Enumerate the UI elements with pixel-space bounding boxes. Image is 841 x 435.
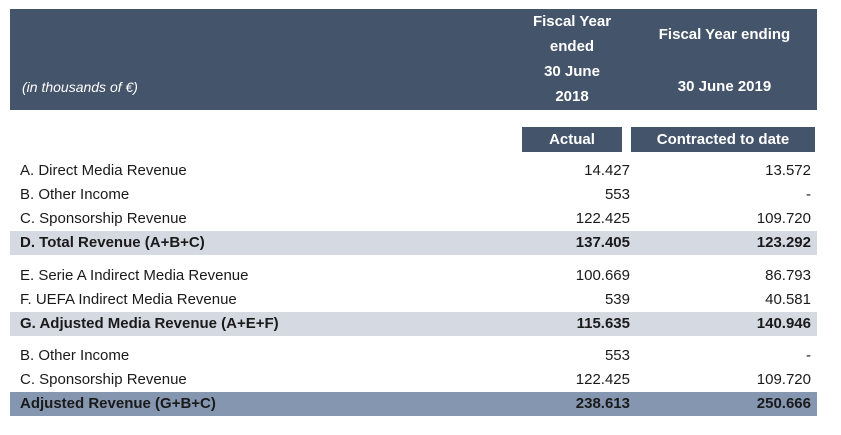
row-value-actual: 100.669: [575, 267, 630, 284]
table-row: C. Sponsorship Revenue 122.425 109.720: [10, 207, 817, 231]
row-value-actual: 14.427: [584, 162, 630, 179]
column-header-fy2018-line: ended: [549, 38, 595, 55]
table-row: B. Other Income 553 -: [10, 183, 817, 207]
table-row: E. Serie A Indirect Media Revenue 100.66…: [10, 264, 817, 288]
row-value-actual: 238.613: [575, 395, 630, 412]
total-row: D. Total Revenue (A+B+C) 137.405 123.292: [10, 231, 817, 255]
row-label: B. Other Income: [20, 186, 130, 203]
row-value-contracted: -: [806, 186, 811, 203]
column-header-fy2019-bottom: 30 June 2019: [677, 78, 772, 95]
row-value-contracted: 109.720: [756, 210, 811, 227]
column-header-fy2018-line: 2018: [555, 88, 589, 105]
row-value-contracted: 13.572: [765, 162, 811, 179]
row-value-actual: 553: [604, 186, 630, 203]
grand-total-row: Adjusted Revenue (G+B+C) 238.613 250.666: [10, 392, 817, 416]
row-value-actual: 115.635: [576, 315, 630, 332]
column-header-fy2018-line: 30 June: [544, 63, 600, 80]
row-value-actual: 539: [604, 291, 630, 308]
row-value-contracted: 140.946: [756, 315, 811, 332]
row-value-contracted: 86.793: [765, 267, 811, 284]
row-value-contracted: -: [806, 347, 811, 364]
column-header-fy2019-top: Fiscal Year ending: [658, 26, 791, 43]
table-row: C. Sponsorship Revenue 122.425 109.720: [10, 368, 817, 392]
row-label: Adjusted Revenue (G+B+C): [20, 395, 216, 412]
row-label: G. Adjusted Media Revenue (A+E+F): [20, 315, 279, 332]
table-row: B. Other Income 553 -: [10, 344, 817, 368]
row-value-actual: 122.425: [575, 371, 630, 388]
column-header-fy2018: Fiscal Year ended 30 June 2018: [522, 9, 622, 109]
row-value-contracted: 123.292: [756, 234, 811, 251]
row-value-contracted: 250.666: [756, 395, 811, 412]
row-label: B. Other Income: [20, 347, 130, 364]
row-value-actual: 553: [604, 347, 630, 364]
subheader-actual: Actual: [522, 127, 622, 152]
row-label: F. UEFA Indirect Media Revenue: [20, 291, 237, 308]
row-label: C. Sponsorship Revenue: [20, 371, 187, 388]
unit-note: (in thousands of €): [22, 79, 138, 95]
column-header-fy2018-line: Fiscal Year: [532, 13, 612, 30]
subheader-contracted: Contracted to date: [631, 127, 815, 152]
row-label: A. Direct Media Revenue: [20, 162, 187, 179]
row-label: C. Sponsorship Revenue: [20, 210, 187, 227]
row-label: E. Serie A Indirect Media Revenue: [20, 267, 249, 284]
table-row: F. UEFA Indirect Media Revenue 539 40.58…: [10, 288, 817, 312]
table-header: (in thousands of €) Fiscal Year ended 30…: [10, 9, 817, 110]
row-value-contracted: 109.720: [756, 371, 811, 388]
row-value-actual: 122.425: [575, 210, 630, 227]
row-value-actual: 137.405: [575, 234, 630, 251]
table-row: A. Direct Media Revenue 14.427 13.572: [10, 159, 817, 183]
total-row: G. Adjusted Media Revenue (A+E+F) 115.63…: [10, 312, 817, 336]
row-value-contracted: 40.581: [765, 291, 811, 308]
row-label: D. Total Revenue (A+B+C): [20, 234, 205, 251]
